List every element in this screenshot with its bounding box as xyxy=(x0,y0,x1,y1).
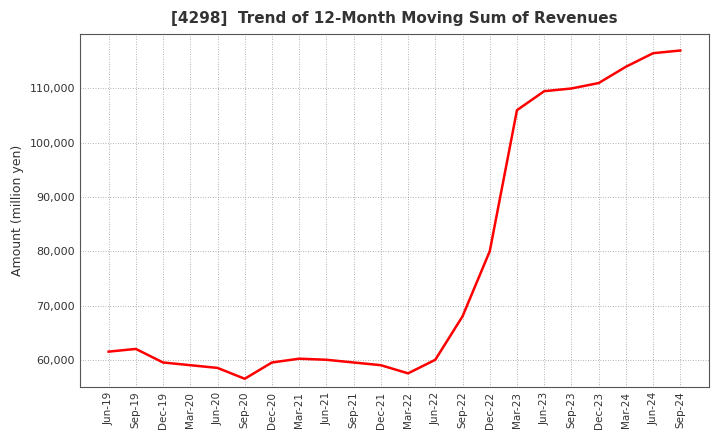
Title: [4298]  Trend of 12-Month Moving Sum of Revenues: [4298] Trend of 12-Month Moving Sum of R… xyxy=(171,11,618,26)
Y-axis label: Amount (million yen): Amount (million yen) xyxy=(11,145,24,276)
